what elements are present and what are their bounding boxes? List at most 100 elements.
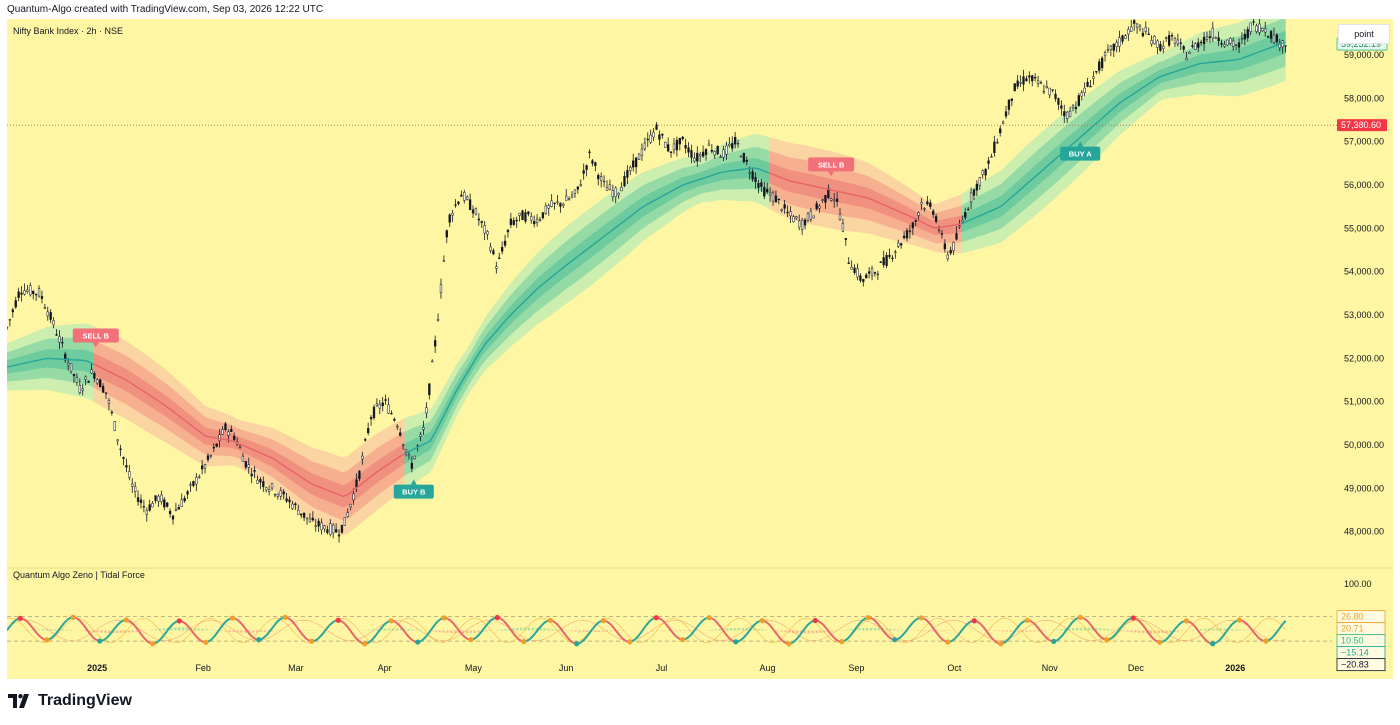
level-tag (1337, 119, 1387, 132)
osc-line-segment (376, 629, 381, 634)
candle-body (579, 184, 582, 187)
osc-line-segment (717, 623, 722, 629)
candle-body (1159, 43, 1162, 51)
candle-body (1112, 43, 1115, 51)
osc-line-segment (543, 620, 547, 624)
y-tick-label: 58,000.00 (1344, 93, 1384, 103)
candle-body (110, 411, 114, 414)
candle-body (221, 429, 224, 435)
osc-histogram-bar (1056, 629, 1059, 631)
osc-line-segment (1088, 622, 1093, 627)
candle-body (317, 520, 320, 527)
midline-0 (6, 357, 94, 368)
osc-histogram-bar (162, 628, 165, 631)
osc-line-segment (59, 624, 64, 629)
candle-body (990, 156, 993, 158)
candle-body (250, 473, 253, 477)
osc-line-segment (1161, 640, 1165, 643)
osc-line-segment (782, 640, 786, 644)
osc-histogram-bar (795, 630, 799, 634)
osc-line-segment (903, 630, 908, 635)
osc-line-segment (144, 638, 149, 643)
osc-line-segment (36, 632, 40, 637)
band-inner-1 (93, 352, 405, 508)
osc-trough-dot (574, 641, 580, 647)
osc-peak-dot (494, 614, 500, 621)
signal-pointer (1077, 141, 1084, 147)
osc-line-segment (274, 620, 279, 625)
candle-body (707, 143, 711, 146)
current-price-label: 59,252.19 (1341, 39, 1381, 49)
osc-line-segment (127, 619, 132, 623)
osc-line-segment (715, 621, 720, 626)
candle-body (789, 211, 792, 217)
osc-line-segment (108, 631, 113, 636)
candle-body (955, 233, 958, 240)
osc-histogram-bar (729, 628, 733, 631)
osc-line-segment (935, 631, 940, 636)
osc-line-segment (33, 629, 38, 634)
chart-canvas[interactable]: SELL B BUY B SELL B BUY A 48,000.00 49,000.0… (5, 3, 1393, 679)
osc-line-segment (287, 617, 291, 621)
osc-line-segment (68, 616, 72, 620)
osc-line-segment (673, 633, 677, 638)
y-tick-label: 48,000.00 (1344, 527, 1384, 537)
candle-body (195, 477, 198, 485)
osc-histogram-bar (275, 630, 278, 632)
osc-histogram-bar (461, 630, 465, 634)
candle-body (93, 373, 96, 379)
osc-histogram-bar (753, 628, 756, 631)
candle-body (1007, 99, 1011, 110)
osc-line-segment (933, 628, 937, 633)
osc-line-segment (515, 636, 520, 640)
candle-body (984, 168, 987, 176)
x-tick-label: Oct (947, 663, 962, 673)
osc-histogram-bar (201, 628, 204, 631)
candle-body (489, 246, 492, 251)
osc-line-segment (264, 634, 268, 638)
osc-line-segment (863, 617, 867, 621)
sell-signal: SELL B (808, 157, 855, 177)
osc-histogram-bar (496, 629, 500, 631)
candle-body (897, 242, 900, 247)
candle-body (588, 151, 591, 153)
footer-brand[interactable]: TradingView (8, 692, 132, 710)
candle-body (1205, 36, 1209, 40)
osc-line-segment (193, 633, 198, 638)
osc-line-segment (611, 625, 616, 630)
osc-line-segment (253, 637, 257, 641)
osc-line-segment (745, 631, 750, 636)
osc-peak-dot (1130, 615, 1136, 621)
osc-line-segment (713, 619, 718, 623)
osc-line-segment (978, 621, 982, 626)
candle-body (134, 486, 137, 492)
candle-body (1103, 52, 1107, 57)
osc-line-segment (1189, 621, 1193, 625)
osc-histogram-bar (251, 630, 255, 633)
candle-body (209, 455, 213, 457)
candle-body (669, 151, 673, 153)
scale-mode-button[interactable]: point (1338, 24, 1390, 44)
osc-histogram-bar (434, 630, 438, 632)
osc-histogram-bar (1134, 630, 1137, 633)
chart-area[interactable]: SELL B BUY B SELL B BUY A 48,000.00 49,000.0… (5, 3, 1393, 679)
candle-body (1266, 36, 1270, 38)
candle-body (1022, 76, 1025, 85)
candle-body (349, 504, 352, 508)
osc-line-segment (453, 624, 458, 629)
candle-body (1278, 42, 1281, 49)
candle-body (361, 455, 364, 460)
osc-line-segment (801, 628, 805, 634)
osc-line-segment (419, 639, 424, 643)
osc-histogram-bar (368, 629, 371, 631)
osc-line-segment (1233, 619, 1238, 623)
osc-line-segment (1012, 630, 1016, 635)
osc-line-segment (511, 630, 515, 636)
osc-histogram-bar (1238, 629, 1242, 631)
candle-body (739, 156, 743, 158)
candle-body (99, 379, 102, 388)
candle-body (1080, 92, 1083, 97)
candle-body (1141, 32, 1145, 37)
candle-body (870, 268, 874, 276)
osc-line-segment (1086, 620, 1091, 625)
